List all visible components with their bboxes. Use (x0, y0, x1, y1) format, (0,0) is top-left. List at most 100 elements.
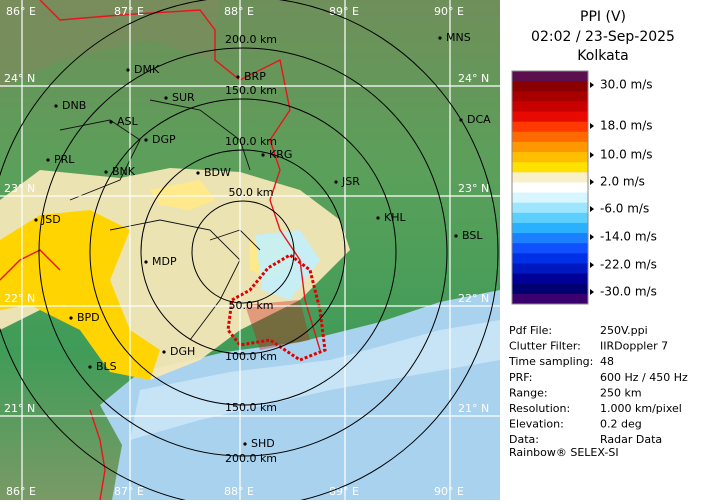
graticule: 24° N 24° N 23° N 23° N 22° N 22° N 21° N 21° N… (0, 0, 500, 500)
info-value: 250V.ppi (600, 324, 648, 337)
scale-swatch (512, 71, 588, 82)
range-label: 200.0 km (225, 33, 277, 46)
lon-label: 90° E (434, 485, 464, 498)
scale-swatch (512, 172, 588, 183)
station-dot (109, 120, 113, 124)
scale-swatch (512, 131, 588, 143)
station-label: KHL (384, 211, 406, 224)
station-dot (438, 36, 442, 40)
station-dot (261, 153, 265, 157)
lat-label: 24° N (458, 72, 489, 85)
station-label: KRG (269, 148, 292, 161)
station-label: BDW (204, 166, 231, 179)
panel-title: PPI (V) (580, 9, 626, 25)
panel-site: Kolkata (577, 48, 628, 64)
scale-swatch (512, 141, 588, 153)
scale-label: -14.0 m/s (600, 230, 657, 244)
range-label: 100.0 km (225, 350, 277, 363)
range-ring (89, 98, 397, 406)
lon-label: 90° E (434, 5, 464, 18)
station-label: BRP (244, 70, 266, 83)
info-key: Time sampling: (508, 355, 593, 368)
lon-label: 87° E (114, 5, 144, 18)
scale-label: 2.0 m/s (600, 175, 645, 189)
lat-label: 22° N (4, 292, 35, 305)
scale-swatch (512, 243, 588, 254)
info-table: Pdf File: 250V.ppi Clutter Filter: IIRDoppl… (508, 324, 688, 446)
range-ring (140, 149, 346, 355)
scale-frame (511, 70, 589, 305)
range-label: 200.0 km (225, 452, 277, 465)
echo-red (245, 300, 310, 350)
info-value: 600 Hz / 450 Hz (600, 371, 688, 384)
scale-swatch (512, 293, 588, 305)
station-dot (376, 216, 380, 220)
info-key: Resolution: (509, 402, 570, 415)
station-dot (104, 170, 108, 174)
station-label: DNB (62, 99, 86, 112)
station-dot (144, 260, 148, 264)
lat-label: 21° N (4, 402, 35, 415)
range-label: 150.0 km (225, 401, 277, 414)
scale-label: -6.0 m/s (600, 202, 649, 216)
range-label: 150.0 km (225, 84, 277, 97)
station-dot (236, 75, 240, 79)
scale-swatch (512, 121, 588, 133)
station-label: DGH (170, 345, 195, 358)
echo-cyan (255, 230, 320, 300)
station-label: DGP (152, 133, 176, 146)
range-rings: 50.0 km 50.0 km 100.0 km 100.0 km 150.0 km 15… (0, 0, 499, 500)
station-label: DMK (134, 63, 160, 76)
scale-swatch (512, 273, 588, 285)
info-key: Elevation: (509, 418, 564, 431)
lon-label: 87° E (114, 485, 144, 498)
range-label: 100.0 km (225, 135, 277, 148)
station-label: BLS (96, 360, 117, 373)
scale-arrow (590, 206, 594, 212)
info-value: Radar Data (600, 433, 662, 446)
range-ring (38, 47, 448, 457)
info-key: Data: (509, 433, 539, 446)
scale-swatch (512, 182, 588, 194)
station-dot (243, 442, 247, 446)
info-value: 250 km (600, 386, 642, 399)
scale-swatch (512, 212, 588, 224)
lat-label: 22° N (458, 292, 489, 305)
district-border (59, 99, 261, 341)
lat-label: 23° N (4, 182, 35, 195)
info-key: Range: (509, 386, 548, 399)
scale-arrow (590, 234, 594, 240)
lat-label: 21° N (458, 402, 489, 415)
info-value: IIRDoppler 7 (600, 340, 668, 353)
scale-label: 10.0 m/s (600, 148, 653, 162)
scale-arrow (590, 82, 594, 88)
info-key: PRF: (509, 371, 532, 384)
info-value: 1.000 km/pixel (600, 402, 682, 415)
lat-label: 24° N (4, 72, 35, 85)
station-label: MNS (446, 31, 471, 44)
lon-label: 89° E (329, 485, 359, 498)
lat-label: 23° N (458, 182, 489, 195)
station-label: BSL (462, 229, 483, 242)
map: 24° N 24° N 23° N 23° N 22° N 22° N 21° N 21° N… (0, 0, 500, 500)
echo-red (226, 253, 327, 362)
station-dot (164, 96, 168, 100)
border (0, 0, 321, 500)
lon-label: 89° E (329, 5, 359, 18)
lon-label: 86° E (6, 485, 36, 498)
scale-swatch (512, 152, 588, 163)
lon-label: 88° E (224, 485, 254, 498)
station-label: JSD (41, 213, 61, 226)
station-label: SHD (251, 437, 275, 450)
scale-arrow (590, 262, 594, 268)
scale-swatch (512, 111, 588, 123)
station-dot (162, 350, 166, 354)
scale-swatch (512, 162, 588, 173)
range-label: 50.0 km (228, 299, 273, 312)
station-label: ASL (117, 115, 139, 128)
scale-swatch (512, 91, 588, 102)
scale-swatch (512, 253, 588, 264)
range-ring (0, 0, 499, 500)
station-dot (144, 138, 148, 142)
